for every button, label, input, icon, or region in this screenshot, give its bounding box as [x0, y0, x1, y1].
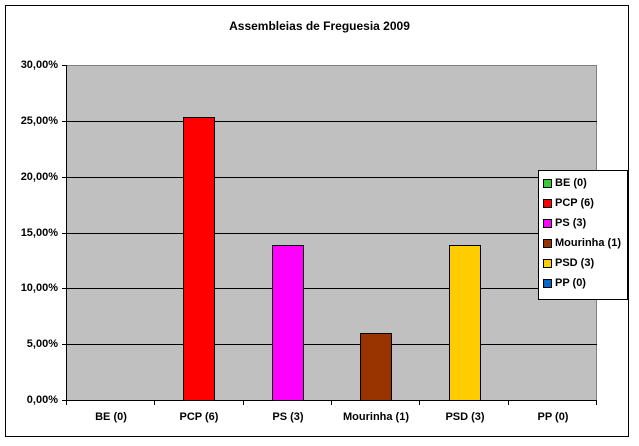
x-tick-mark	[331, 400, 332, 405]
gridline	[67, 288, 597, 289]
gridline	[67, 177, 597, 178]
y-tick-mark	[62, 121, 67, 122]
y-tick-label: 0,00%	[26, 394, 58, 406]
legend-label: Mourinha (1)	[555, 237, 621, 249]
y-tick-label: 15,00%	[20, 227, 58, 239]
bar-pcp	[183, 117, 215, 401]
x-tick-mark	[419, 400, 420, 405]
bar-ps	[272, 245, 304, 401]
y-tick-mark	[62, 288, 67, 289]
x-tick-label: PSD (3)	[445, 411, 485, 423]
x-tick-label: PCP (6)	[179, 411, 219, 423]
bar-mourinha	[360, 333, 392, 401]
x-tick-mark	[243, 400, 244, 405]
x-tick-label: PP (0)	[537, 411, 569, 423]
x-tick-label: BE (0)	[95, 411, 127, 423]
y-tick-mark	[62, 65, 67, 66]
x-tick-mark	[508, 400, 509, 405]
legend-label: PP (0)	[555, 277, 586, 289]
bar-psd	[449, 245, 481, 401]
y-tick-mark	[62, 233, 67, 234]
y-tick-label: 5,00%	[26, 338, 58, 350]
gridline	[67, 344, 597, 345]
y-tick-mark	[62, 344, 67, 345]
legend-item: PP (0)	[543, 276, 586, 290]
x-tick-mark	[154, 400, 155, 405]
legend-item: Mourinha (1)	[543, 236, 621, 250]
legend-swatch-icon	[543, 278, 552, 288]
legend-item: PS (3)	[543, 216, 586, 230]
legend-swatch-icon	[543, 198, 552, 208]
y-tick-label: 25,00%	[20, 115, 58, 127]
legend-swatch-icon	[543, 178, 552, 188]
legend-item: PSD (3)	[543, 256, 594, 270]
legend-label: BE (0)	[555, 177, 587, 189]
x-tick-mark	[66, 400, 67, 405]
x-tick-label: Mourinha (1)	[343, 411, 409, 423]
legend-swatch-icon	[543, 238, 552, 248]
legend-item: BE (0)	[543, 176, 587, 190]
legend-swatch-icon	[543, 258, 552, 268]
gridline	[67, 121, 597, 122]
y-tick-label: 30,00%	[20, 59, 58, 71]
y-tick-label: 20,00%	[20, 171, 58, 183]
y-tick-mark	[62, 400, 67, 401]
legend-swatch-icon	[543, 218, 552, 228]
x-tick-label: PS (3)	[272, 411, 304, 423]
gridline	[67, 233, 597, 234]
chart-title: Assembleias de Freguesia 2009	[229, 19, 410, 33]
legend: BE (0) PCP (6) PS (3) Mourinha (1) PSD (3) PP…	[538, 170, 628, 300]
legend-item: PCP (6)	[543, 196, 594, 210]
y-tick-label: 10,00%	[20, 282, 58, 294]
legend-label: PS (3)	[555, 217, 587, 229]
x-tick-mark	[596, 400, 597, 405]
legend-label: PSD (3)	[555, 257, 595, 269]
legend-label: PCP (6)	[555, 197, 594, 209]
y-tick-mark	[62, 177, 67, 178]
